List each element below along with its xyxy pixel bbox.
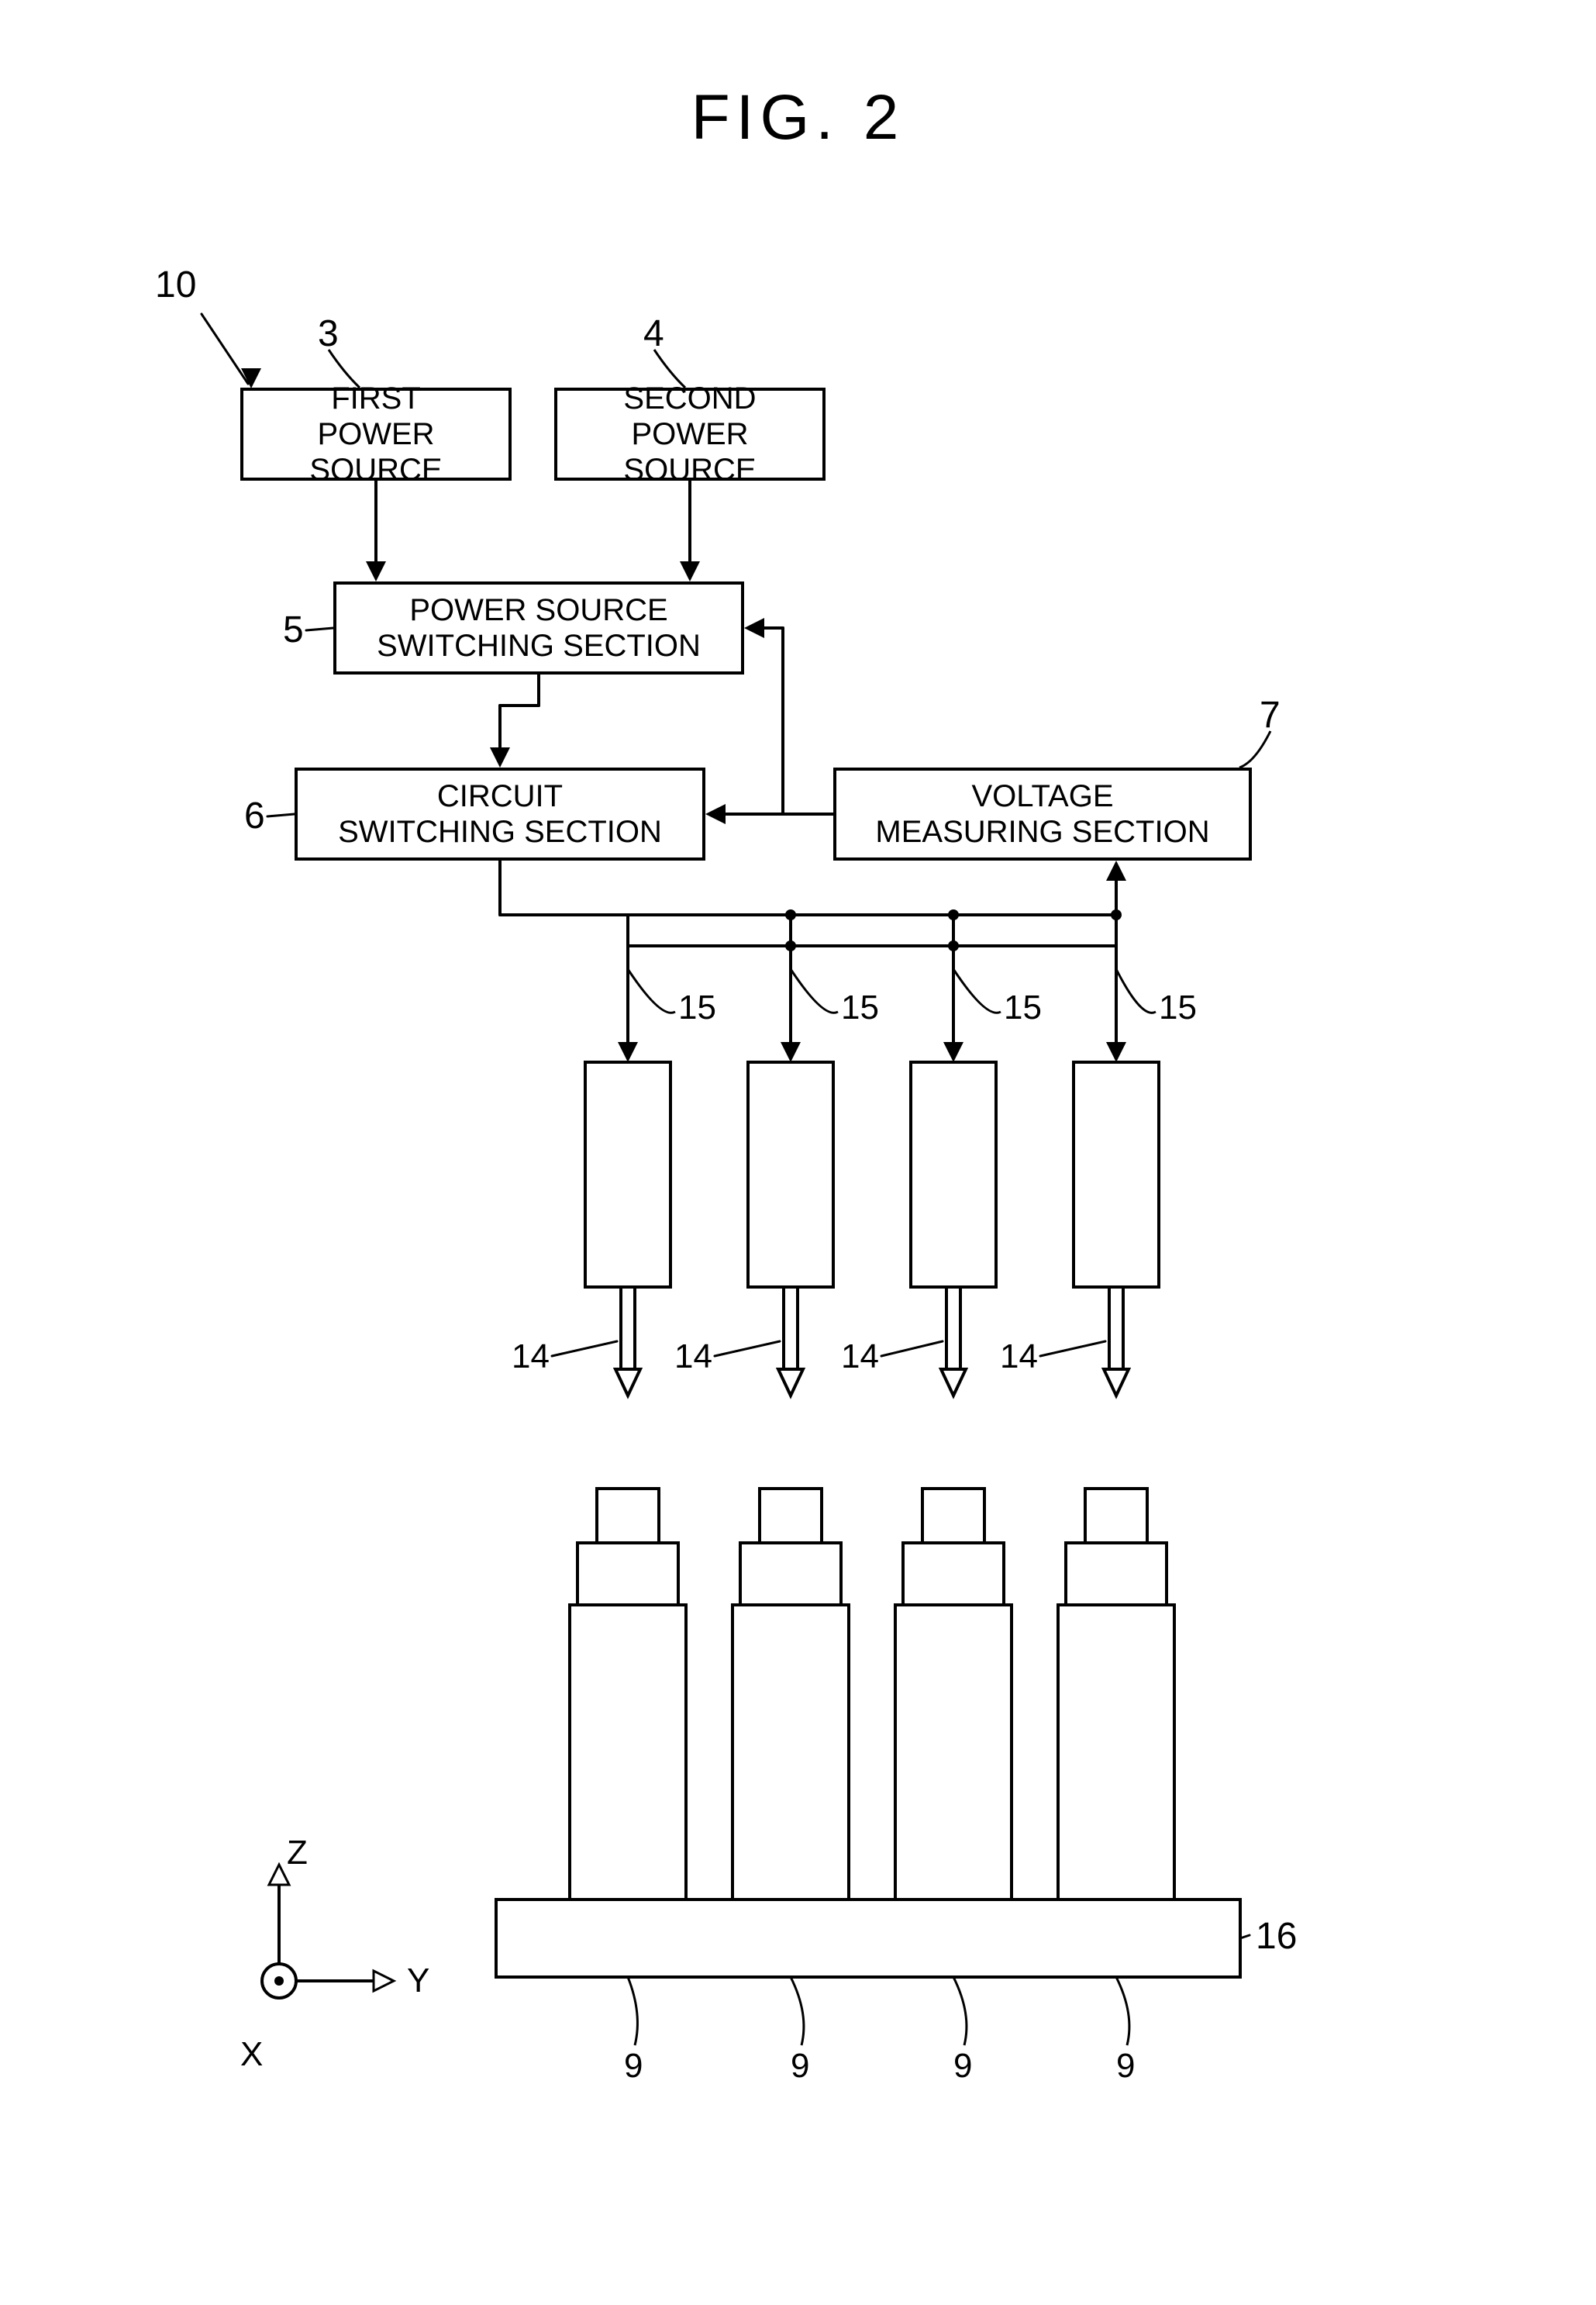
diagram-page: FIG. 2 FIRSTPOWER SOURCE SECONDPOWER SOU… <box>0 0 1596 2305</box>
diagram-svg <box>0 0 1596 2305</box>
